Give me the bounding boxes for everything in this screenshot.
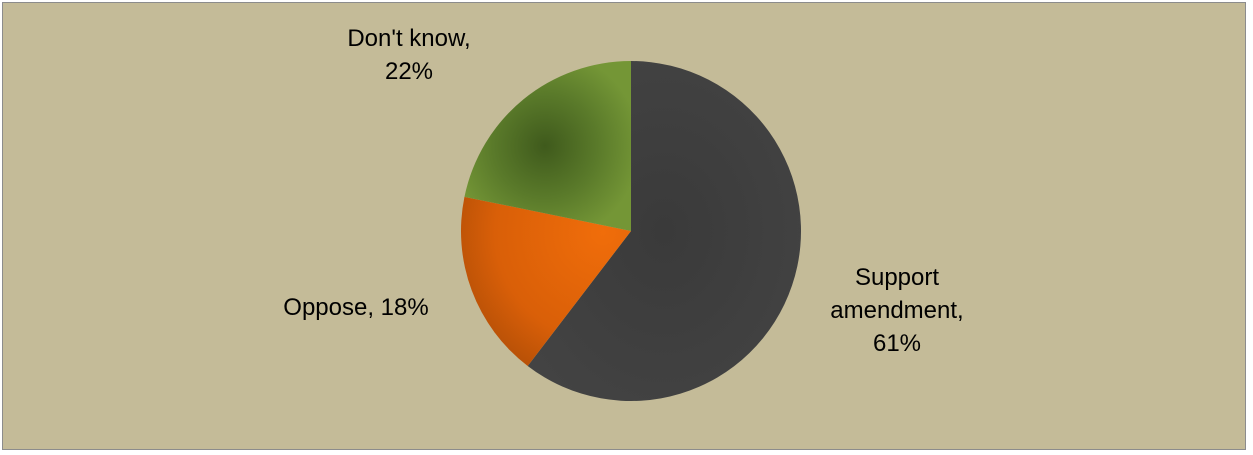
label-support-amendment-line: Support (855, 264, 939, 291)
pie-chart: Support amendment, 61% Oppose, 18% Don't kno… (283, 25, 964, 401)
label-support-amendment-line: 61% (873, 330, 921, 357)
label-support-amendment: Support amendment, 61% (830, 264, 963, 357)
slice-dont-know (464, 61, 631, 231)
slice-support-amendment (527, 60, 802, 401)
slice-oppose (460, 196, 631, 366)
label-oppose-line: Oppose, 18% (283, 294, 428, 321)
pie-labels: Support amendment, 61% Oppose, 18% Don't kno… (283, 25, 963, 357)
label-dont-know-line: 22% (385, 58, 433, 85)
label-dont-know-line: Don't know, (347, 25, 470, 52)
pie-slices (460, 60, 802, 401)
label-support-amendment-line: amendment, (830, 297, 963, 324)
label-dont-know: Don't know, 22% (347, 25, 470, 85)
chart-area: Support amendment, 61% Oppose, 18% Don't kno… (2, 2, 1246, 450)
label-oppose: Oppose, 18% (283, 294, 428, 321)
